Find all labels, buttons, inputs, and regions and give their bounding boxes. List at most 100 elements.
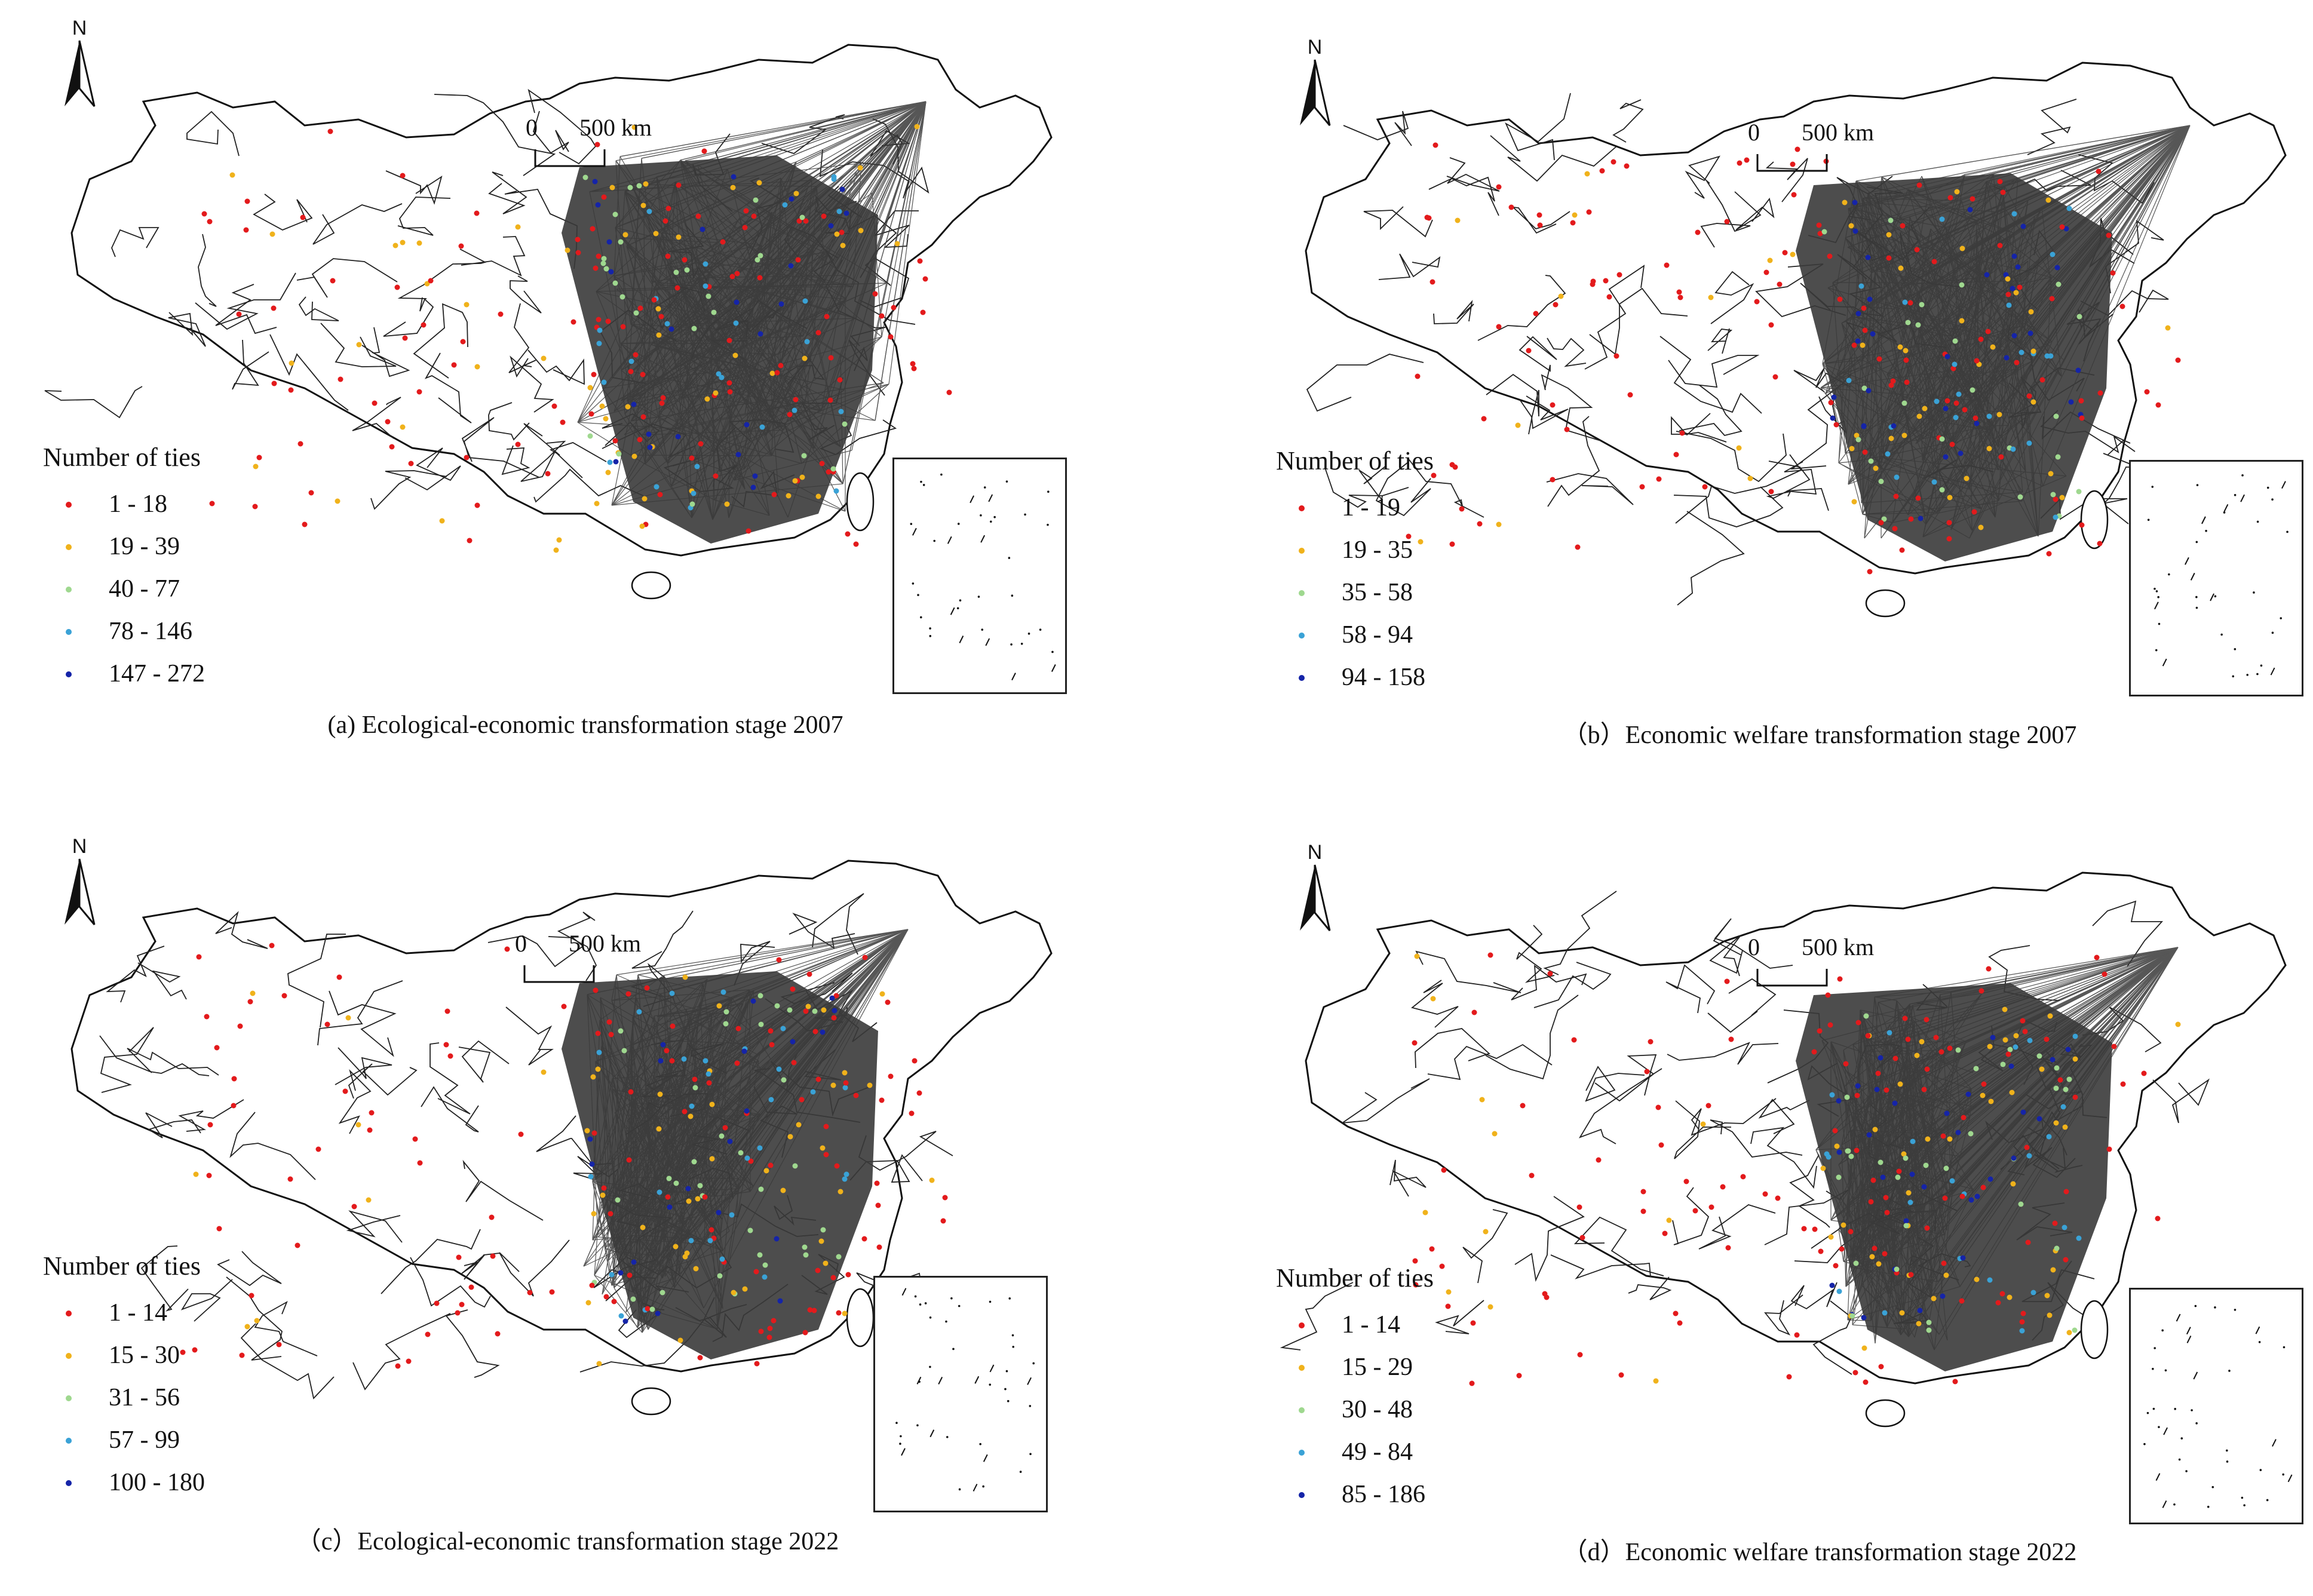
city-dot (676, 234, 682, 240)
city-dot (209, 501, 215, 507)
city-dot (735, 452, 741, 458)
city-dot (2055, 454, 2061, 460)
city-dot (802, 1330, 808, 1336)
city-dot (1962, 407, 1968, 413)
city-dot (308, 490, 314, 496)
city-dot (713, 390, 719, 396)
legend-dot (66, 587, 72, 593)
inset-island (2155, 649, 2158, 652)
city-dot (1571, 1037, 1577, 1043)
city-dot (628, 358, 634, 364)
city-dot (867, 1082, 873, 1088)
city-dot (2017, 494, 2023, 500)
city-dot (820, 1145, 826, 1151)
inset-island (2253, 591, 2255, 594)
city-dot (1544, 1294, 1550, 1300)
city-dot (753, 1269, 759, 1275)
city-dot (1931, 1296, 1937, 1302)
province-border (1516, 925, 1555, 983)
city-dot (711, 309, 717, 315)
city-dot (1575, 544, 1581, 550)
city-dot (796, 1122, 802, 1128)
city-dot (1990, 344, 1996, 350)
legend-item: 100 - 180 (43, 1462, 318, 1504)
legend: Number of ties 1 - 19 19 - 35 35 - 58 58… (1276, 446, 1551, 699)
province-border (488, 171, 527, 214)
inset-island (2191, 1409, 2193, 1411)
city-dot (2106, 1146, 2112, 1152)
city-dot (611, 1299, 617, 1305)
city-dot (1956, 391, 1962, 397)
city-dot (1855, 1020, 1861, 1026)
city-dot (826, 469, 832, 475)
province-border (1363, 206, 1433, 238)
city-dot (832, 1008, 838, 1014)
city-dot (1952, 361, 1958, 367)
city-dot (2010, 1181, 2016, 1187)
china-map (70, 860, 1053, 1416)
city-dot (256, 455, 262, 461)
city-dot (676, 182, 682, 188)
city-dot (1683, 1178, 1689, 1184)
province-border (1691, 1098, 1777, 1136)
province-border (1665, 964, 1716, 1014)
city-dot (768, 1162, 774, 1168)
city-dot (720, 239, 726, 245)
city-dot (1790, 251, 1796, 257)
city-dot (1852, 1370, 1858, 1376)
city-dot (2079, 415, 2085, 421)
inset-island (916, 1376, 922, 1385)
province-border (1585, 1066, 1645, 1102)
inset-island (1008, 557, 1011, 559)
city-dot (207, 1122, 213, 1128)
city-dot (1837, 296, 1843, 302)
city-dot (1961, 1115, 1967, 1121)
inset-island (977, 596, 980, 598)
tie-line (807, 101, 927, 189)
city-dot (281, 993, 287, 999)
city-dot (1424, 214, 1430, 220)
city-dot (608, 1211, 613, 1217)
city-dot (2120, 1081, 2126, 1087)
city-dot (2048, 353, 2054, 359)
province-border (370, 470, 447, 510)
city-dot (1483, 1229, 1489, 1235)
city-dot (1828, 400, 1834, 406)
city-dot (1825, 992, 1831, 998)
city-dot (1579, 1235, 1585, 1241)
inset-island (2195, 606, 2198, 609)
city-dot (793, 191, 799, 197)
legend-dot (66, 544, 72, 550)
city-dot (799, 214, 805, 220)
city-dot (612, 438, 618, 444)
city-dot (2063, 226, 2069, 232)
map-geometry (70, 860, 1053, 1416)
province-border (317, 980, 403, 1046)
city-dot (727, 1138, 733, 1144)
city-dot (2065, 1046, 2071, 1052)
city-dot (689, 1103, 695, 1109)
city-dot (565, 247, 570, 253)
city-dot (762, 1274, 768, 1280)
city-dot (2054, 1245, 2060, 1251)
inset-island (2147, 518, 2150, 521)
province-border (1446, 157, 1500, 192)
city-dot (796, 218, 802, 224)
inset-island (2162, 658, 2167, 667)
legend-dot (66, 1353, 72, 1359)
city-dot (1664, 262, 1670, 268)
city-dot (1832, 1128, 1838, 1134)
city-dot (2007, 1046, 2013, 1052)
city-dot (180, 1349, 186, 1355)
city-dot (1964, 475, 1970, 481)
map-geometry (1280, 871, 2287, 1428)
city-dot (742, 1286, 748, 1292)
province-border (1547, 337, 1587, 367)
city-dot (2020, 1310, 2026, 1316)
city-dot (1988, 1098, 1994, 1104)
city-dot (434, 1300, 440, 1306)
city-dot (823, 1260, 829, 1266)
city-dot (1902, 299, 1908, 305)
city-dot (253, 464, 259, 469)
province-border (1679, 385, 1743, 437)
